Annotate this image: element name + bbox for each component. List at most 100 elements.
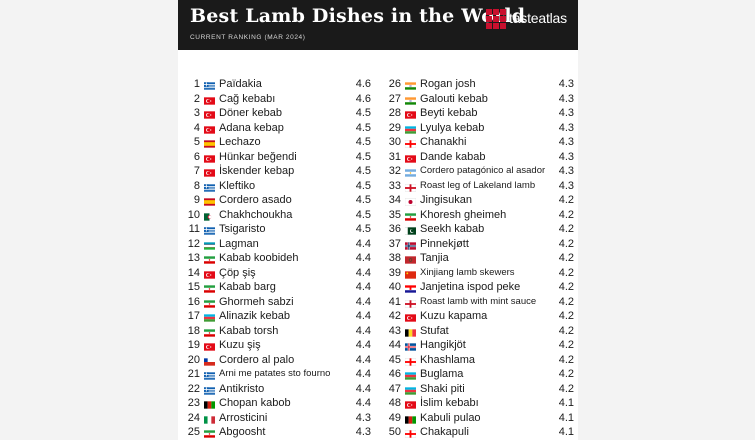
ranking-row: 8 Kleftiko 4.5 [183,179,371,194]
rank-number: 9 [193,194,200,206]
dish-score: 4.2 [558,252,574,264]
dish-score: 4.1 [558,411,574,424]
flag-japan-icon [404,196,417,206]
rank-number: 23 [187,397,200,409]
ranking-row: 7 İskender kebap 4.5 [183,164,371,179]
dish-score: 4.4 [355,266,371,279]
dish-name: Hünkar beğendi [219,150,297,163]
flag-india-icon [405,95,416,105]
dish-score: 4.2 [558,208,574,221]
dish-score: 4.2 [558,295,574,308]
dish-score: 4.2 [558,353,574,366]
ranking-row: 42 Kuzu kapama 4.2 [384,309,574,324]
ranking-row: 36 Seekh kabab 4.2 [384,222,574,237]
dish-name: Kuzu kapama [420,310,488,322]
dish-score: 4.5 [355,136,371,148]
ranking-row: 21 Arni me patates sto fourno 4.4 [183,367,371,382]
dish-score: 4.4 [355,368,371,380]
flag-italy-icon [204,414,215,424]
rank-number: 24 [187,411,200,424]
flag-greece-icon [204,182,215,192]
ranking-column-right: 26 Rogan josh 4.3 27 Galouti kebab 4.3 28 Beyti… [384,77,574,440]
flag-iran-icon [405,211,416,221]
flag-algeria-icon [204,211,215,221]
dish-score: 4.2 [558,223,574,235]
rank-number: 41 [388,295,401,308]
ranking-row: 40 Janjetina ispod peke 4.2 [384,280,574,295]
flag-iran-icon [204,428,215,438]
ranking-row: 37 Pinnekjøtt 4.2 [384,237,574,252]
rank-number: 13 [187,252,200,264]
dish-name: Khashlama [420,353,476,366]
rank-number: 44 [388,339,401,351]
dish-score: 4.2 [558,237,574,250]
flag-georgia-icon [404,428,417,438]
ranking-row: 11 Tsigaristo 4.5 [183,222,371,237]
rank-number: 37 [388,237,401,250]
dish-name: Buglama [420,368,464,380]
rank-number: 38 [388,252,401,264]
dish-score: 4.3 [558,179,574,192]
ranking-row: 24 Arrosticini 4.3 [183,411,371,426]
dish-score: 4.3 [355,411,371,424]
dish-name: Tsigaristo [219,223,266,235]
dish-name: Lagman [219,237,259,250]
dish-name: Kabab torsh [219,324,279,337]
dish-name: Cordero asado [219,194,292,206]
ranking-row: 31 Dande kabab 4.3 [384,150,574,165]
rank-number: 1 [193,78,200,90]
dish-score: 4.4 [355,252,371,264]
rank-number: 15 [187,281,200,293]
dish-score: 4.3 [558,92,574,105]
flag-greece-icon [204,370,215,380]
dish-name: Antikristo [219,382,265,395]
ranking-row: 45 Khashlama 4.2 [384,353,574,368]
dish-score: 4.5 [355,194,371,206]
flag-turkey-icon [204,109,215,119]
ranking-row: 47 Shaki piti 4.2 [384,382,574,397]
rank-number: 3 [193,107,200,119]
flag-greece-icon [204,225,215,235]
page-title: Best Lamb Dishes in the World [190,5,526,27]
rank-number: 10 [187,208,200,221]
dish-score: 4.2 [558,324,574,337]
dish-name: Döner kebab [219,107,282,119]
dish-name: Shaki piti [420,382,465,395]
flag-azerbaijan-icon [405,124,416,134]
rank-number: 42 [388,310,401,322]
flag-pakistan-icon [405,225,416,235]
rank-number: 14 [187,266,200,279]
rank-number: 43 [388,324,401,337]
rank-number: 36 [388,223,401,235]
dish-score: 4.6 [355,92,371,105]
ranking-row: 14 Çöp şiş 4.4 [183,266,371,281]
rank-number: 31 [388,150,401,163]
dish-name: Çöp şiş [219,266,256,279]
flag-greece-icon [204,385,215,395]
flag-spain-icon [204,138,215,148]
rank-number: 45 [388,353,401,366]
rank-number: 19 [187,339,200,351]
rank-number: 22 [187,382,200,395]
logo-grid-icon [486,9,506,29]
dish-score: 4.3 [558,136,574,148]
flag-norway-icon [405,240,416,250]
dish-score: 4.5 [355,150,371,163]
dish-score: 4.5 [355,208,371,221]
flag-iceland-icon [405,341,416,351]
dish-score: 4.2 [558,194,574,206]
dish-name: Chakhchoukha [219,208,293,221]
rank-number: 18 [187,324,200,337]
rank-number: 28 [388,107,401,119]
rank-number: 7 [193,165,200,177]
ranking-row: 13 Kabab koobideh 4.4 [183,251,371,266]
ranking-row: 17 Alinazik kebab 4.4 [183,309,371,324]
dish-score: 4.5 [355,121,371,134]
flag-england-icon [404,182,417,192]
dish-score: 4.2 [558,382,574,395]
dish-name: Galouti kebab [420,92,488,105]
rank-number: 34 [388,194,401,206]
dish-name: Lechazo [219,136,261,148]
dish-name: Xinjiang lamb skewers [420,266,515,278]
dish-score: 4.4 [355,339,371,351]
